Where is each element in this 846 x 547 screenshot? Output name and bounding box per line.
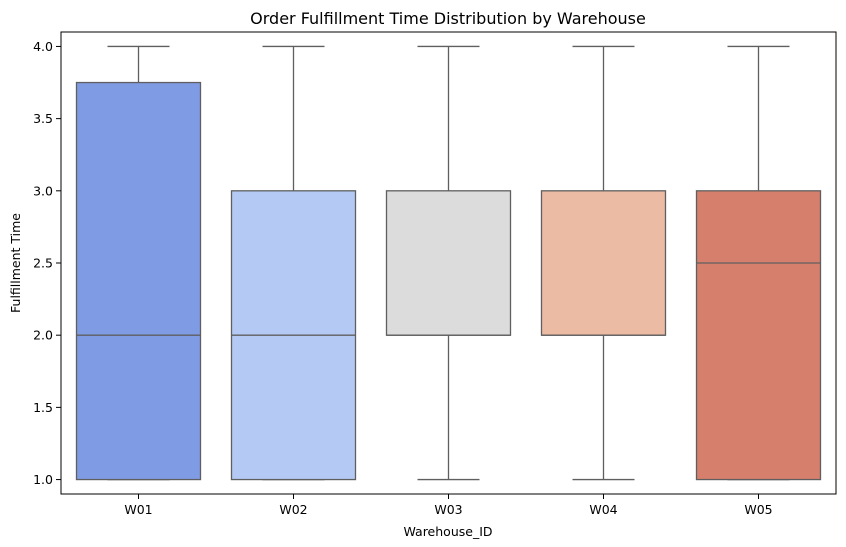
box-w05 (695, 45, 822, 481)
x-tick-label: W03 (434, 502, 462, 517)
y-tick-label: 1.5 (33, 400, 53, 415)
y-axis-label: Fulfillment Time (8, 213, 23, 313)
x-tick-label: W04 (589, 502, 617, 517)
iqr-box (75, 81, 202, 481)
box-w03 (385, 45, 512, 481)
chart-title: Order Fulfillment Time Distribution by W… (250, 9, 646, 28)
y-tick-label: 3.0 (33, 183, 53, 198)
box-w01 (75, 45, 202, 481)
x-axis: W01 W02 W03 W04 W05 (124, 494, 773, 517)
x-tick-label: W01 (124, 502, 152, 517)
y-tick-label: 2.5 (33, 256, 53, 271)
x-tick-label: W02 (279, 502, 307, 517)
iqr-box (540, 190, 667, 336)
x-tick-label: W05 (744, 502, 772, 517)
y-tick-label: 3.5 (33, 111, 53, 126)
y-tick-label: 2.0 (33, 328, 53, 343)
y-tick-label: 1.0 (33, 472, 53, 487)
box-w04 (540, 45, 667, 481)
y-tick-label: 4.0 (33, 39, 53, 54)
box-w02 (230, 45, 357, 481)
iqr-box (385, 190, 512, 336)
y-axis: 1.0 1.5 2.0 2.5 3.0 3.5 4.0 (33, 39, 61, 487)
iqr-box (695, 190, 822, 481)
boxes-layer (75, 45, 822, 481)
x-axis-label: Warehouse_ID (403, 524, 492, 539)
